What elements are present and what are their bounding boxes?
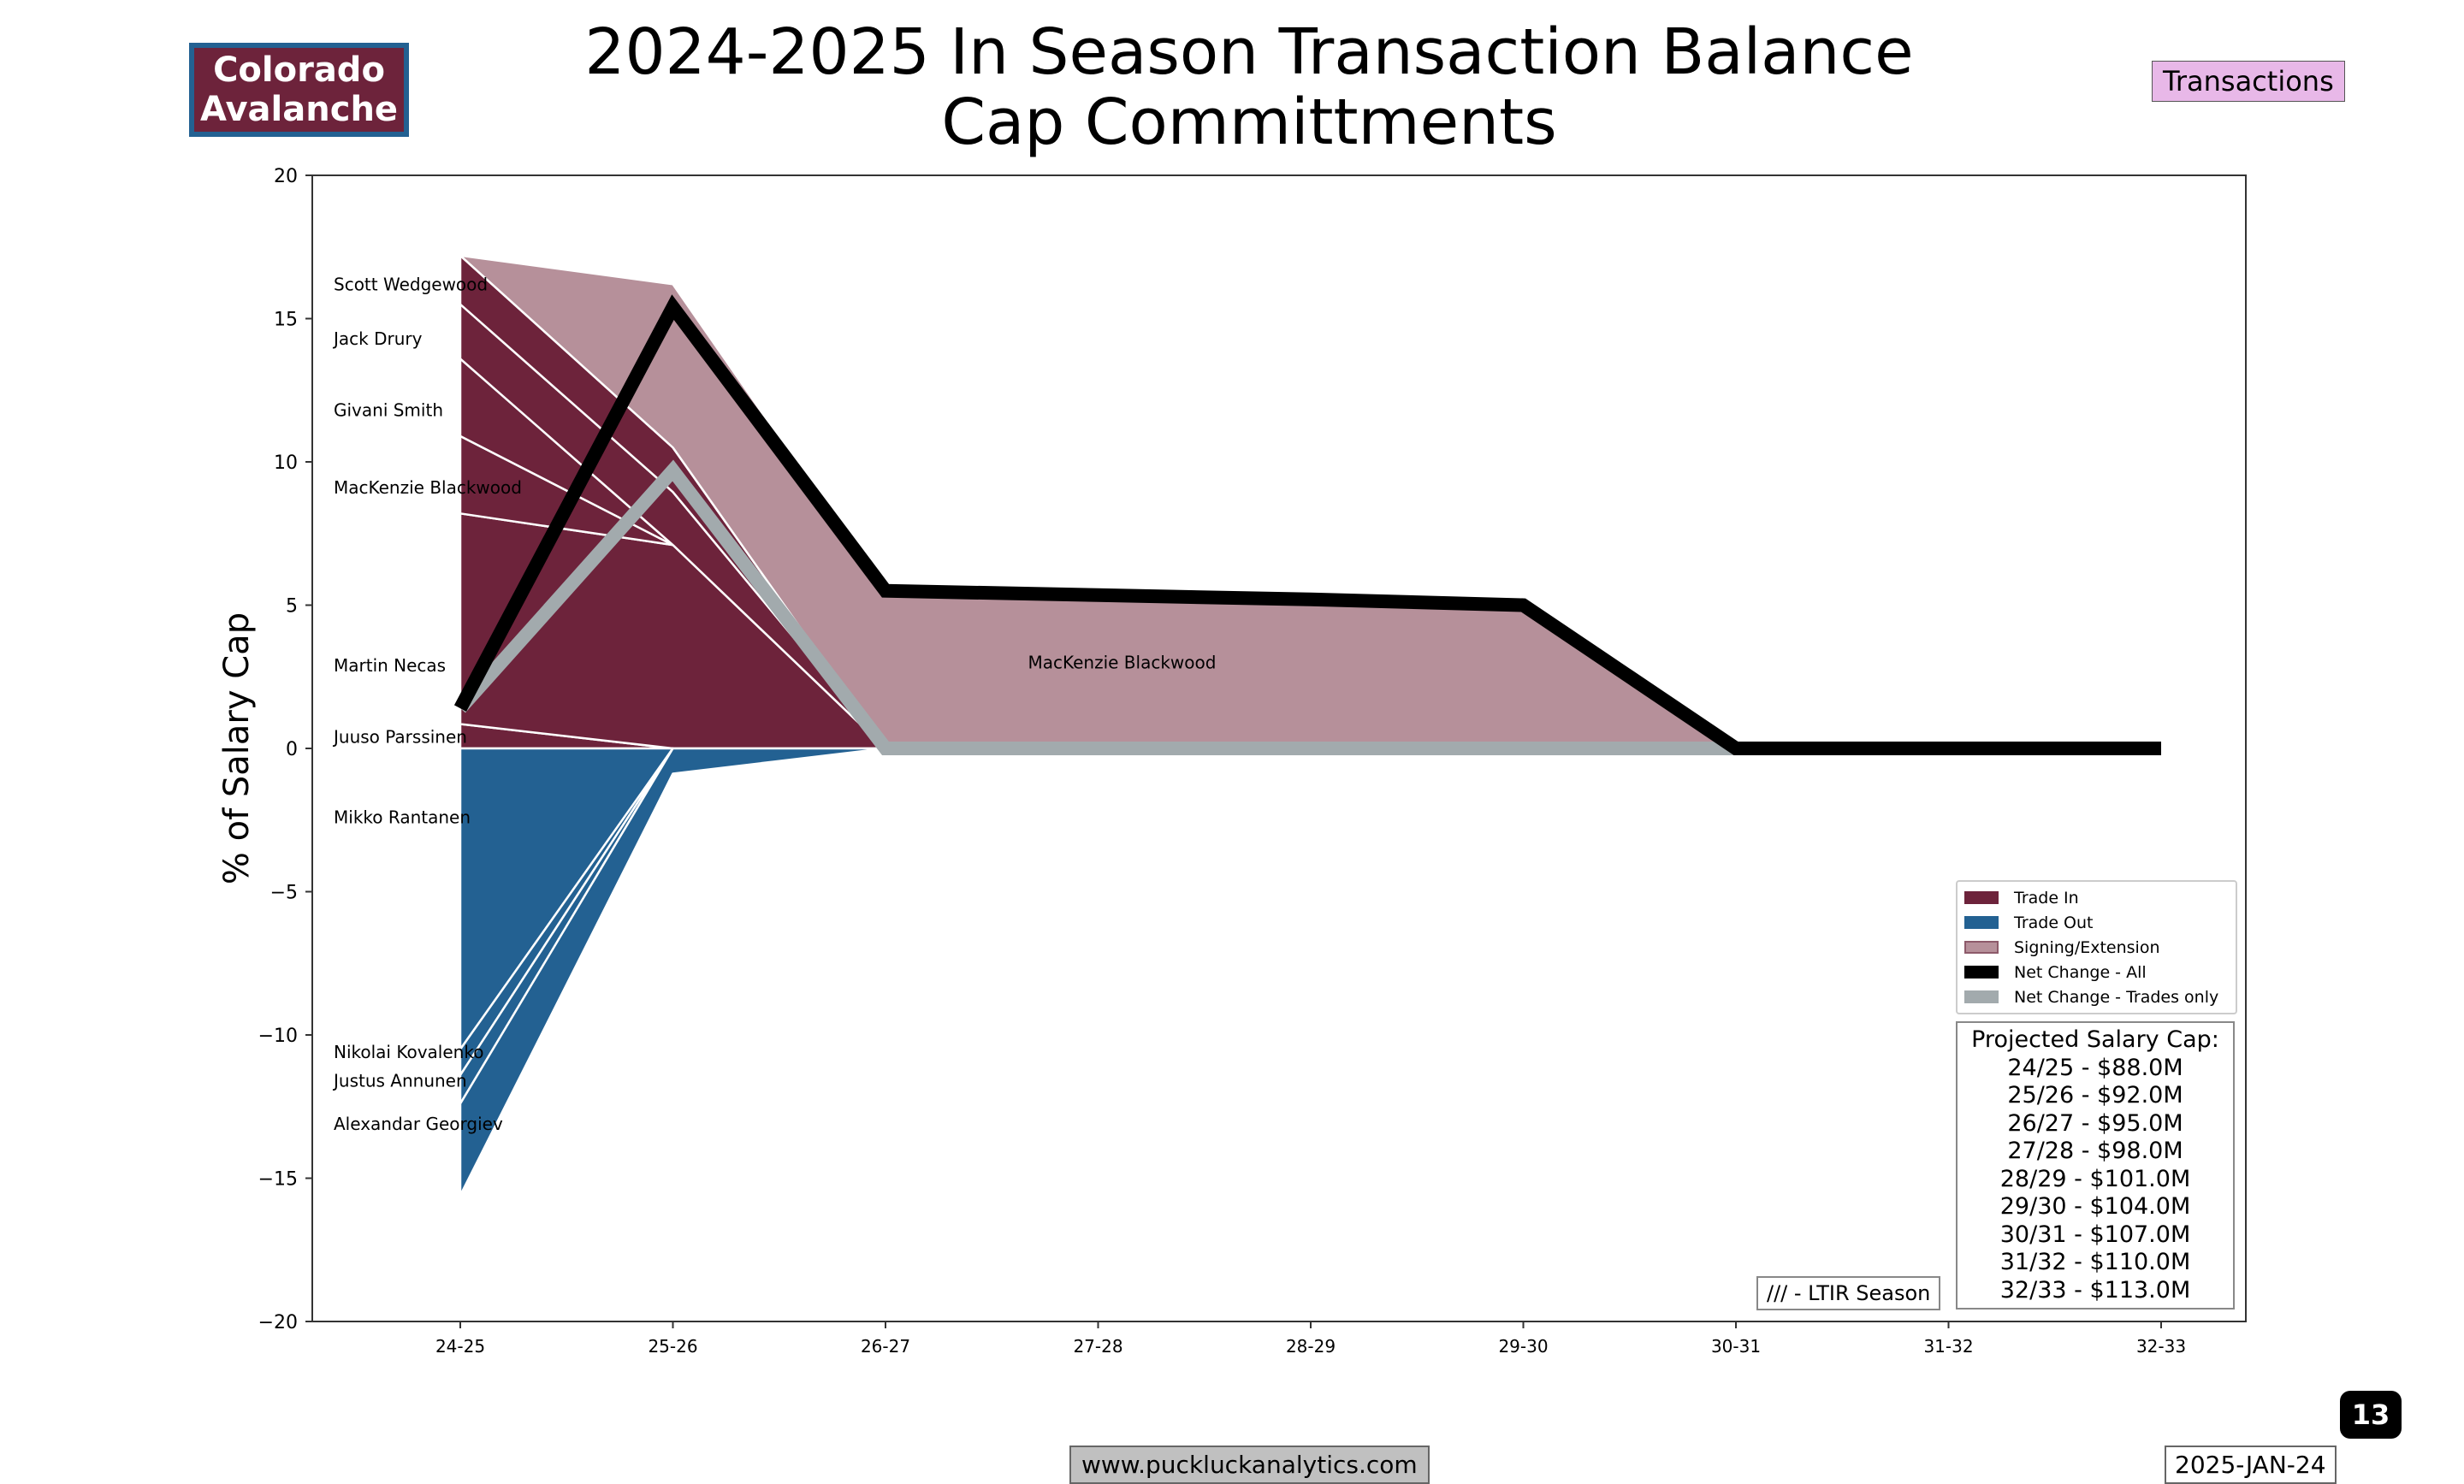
projected-cap-box: Projected Salary Cap: 24/25 - $88.0M 25/…: [1956, 1021, 2235, 1310]
axes: 20 15 10 5 0 −5 −10 −15 −20 24-25 25-26 26-27 27-28 2…: [258, 166, 2187, 1357]
legend-label: Net Change - Trades only: [2014, 987, 2219, 1007]
lines-layer: [453, 294, 2161, 755]
legend-item-trade-out: Trade Out: [1958, 910, 2236, 935]
date-badge: 2025-JAN-24: [2165, 1446, 2337, 1484]
y-axis-label: % of Salary Cap: [217, 612, 257, 884]
cap-box-title: Projected Salary Cap:: [1971, 1026, 2219, 1053]
title-line-2: Cap Committments: [941, 86, 1557, 159]
legend-swatch: [1964, 941, 1999, 954]
y-tick-label: 5: [286, 596, 298, 618]
player-label: Givani Smith: [334, 400, 443, 421]
cap-line: 32/33 - $113.0M: [1999, 1276, 2191, 1304]
cap-line: 31/32 - $110.0M: [1999, 1249, 2191, 1275]
team-badge: Colorado Avalanche: [189, 43, 409, 137]
cap-line: 24/25 - $88.0M: [2007, 1054, 2183, 1081]
section-badge: Transactions: [2152, 61, 2345, 102]
ltir-note: /// - LTIR Season: [1756, 1276, 1941, 1310]
trade-out-area: [459, 747, 887, 1197]
legend-item-signing: Signing/Extension: [1958, 935, 2236, 960]
team-line-1: Colorado: [213, 50, 385, 90]
cap-line: 27/28 - $98.0M: [2007, 1138, 2183, 1164]
legend-label: Net Change - All: [2014, 962, 2147, 982]
chart-legend: Trade In Trade Out Signing/Extension Net…: [1956, 880, 2237, 1014]
x-tick-label: 30-31: [1711, 1336, 1761, 1357]
y-tick-label: −10: [258, 1026, 298, 1047]
legend-item-net-trades: Net Change - Trades only: [1958, 984, 2236, 1009]
cap-line: 25/26 - $92.0M: [2007, 1082, 2183, 1109]
player-labels: Juuso Parssinen Martin Necas MacKenzie Bla…: [332, 274, 1216, 1134]
x-tick-label: 25-26: [648, 1336, 697, 1357]
legend-item-net-all: Net Change - All: [1958, 960, 2236, 984]
legend-item-trade-in: Trade In: [1958, 885, 2236, 910]
x-tick-label: 26-27: [861, 1336, 910, 1357]
player-label: Mikko Rantanen: [334, 807, 471, 827]
player-label: Scott Wedgewood: [334, 274, 488, 294]
y-tick-label: 15: [274, 310, 298, 331]
y-tick-label: 0: [286, 739, 298, 760]
cap-line: 28/29 - $101.0M: [1999, 1165, 2191, 1192]
cap-line: 30/31 - $107.0M: [1999, 1221, 2191, 1248]
areas-layer: [459, 254, 1738, 1197]
x-tick-label: 31-32: [1923, 1336, 1973, 1357]
legend-swatch: [1964, 990, 1999, 1003]
legend-label: Signing/Extension: [2014, 937, 2160, 957]
page-title: 2024-2025 In Season Transaction Balance …: [462, 17, 2036, 157]
player-label: Juuso Parssinen: [332, 727, 467, 748]
cap-line: 26/27 - $95.0M: [2007, 1109, 2183, 1137]
legend-swatch: [1964, 966, 1999, 978]
y-tick-label: −15: [258, 1169, 298, 1191]
page-number: 13: [2340, 1391, 2402, 1439]
net-change-trades-line: [455, 459, 1736, 755]
y-tick-label: 20: [274, 166, 298, 187]
team-line-2: Avalanche: [199, 90, 399, 129]
x-tick-label: 32-33: [2136, 1336, 2186, 1357]
x-tick-label: 27-28: [1073, 1336, 1122, 1357]
x-tick-label: 29-30: [1498, 1336, 1548, 1357]
y-tick-label: −20: [258, 1312, 298, 1333]
title-line-1: 2024-2025 In Season Transaction Balance: [584, 15, 1914, 89]
player-label: Justus Annunen: [332, 1071, 467, 1091]
legend-swatch: [1964, 916, 1999, 929]
player-label: Martin Necas: [334, 655, 446, 676]
player-label: Alexandar Georgiev: [334, 1114, 503, 1134]
y-tick-label: −5: [270, 883, 298, 904]
cap-line: 29/30 - $104.0M: [1999, 1193, 2191, 1220]
player-label: MacKenzie Blackwood: [334, 477, 522, 498]
player-label: Nikolai Kovalenko: [334, 1042, 483, 1062]
legend-swatch: [1964, 891, 1999, 904]
player-label: MacKenzie Blackwood: [1028, 653, 1216, 673]
x-tick-label: 28-29: [1286, 1336, 1336, 1357]
x-tick-label: 24-25: [435, 1336, 485, 1357]
player-label: Jack Drury: [332, 328, 423, 349]
net-change-all-line: [453, 294, 2161, 755]
legend-label: Trade Out: [2014, 913, 2094, 932]
website-link[interactable]: www.puckluckanalytics.com: [1069, 1446, 1430, 1484]
legend-label: Trade In: [2014, 888, 2079, 908]
y-tick-label: 10: [274, 452, 298, 474]
